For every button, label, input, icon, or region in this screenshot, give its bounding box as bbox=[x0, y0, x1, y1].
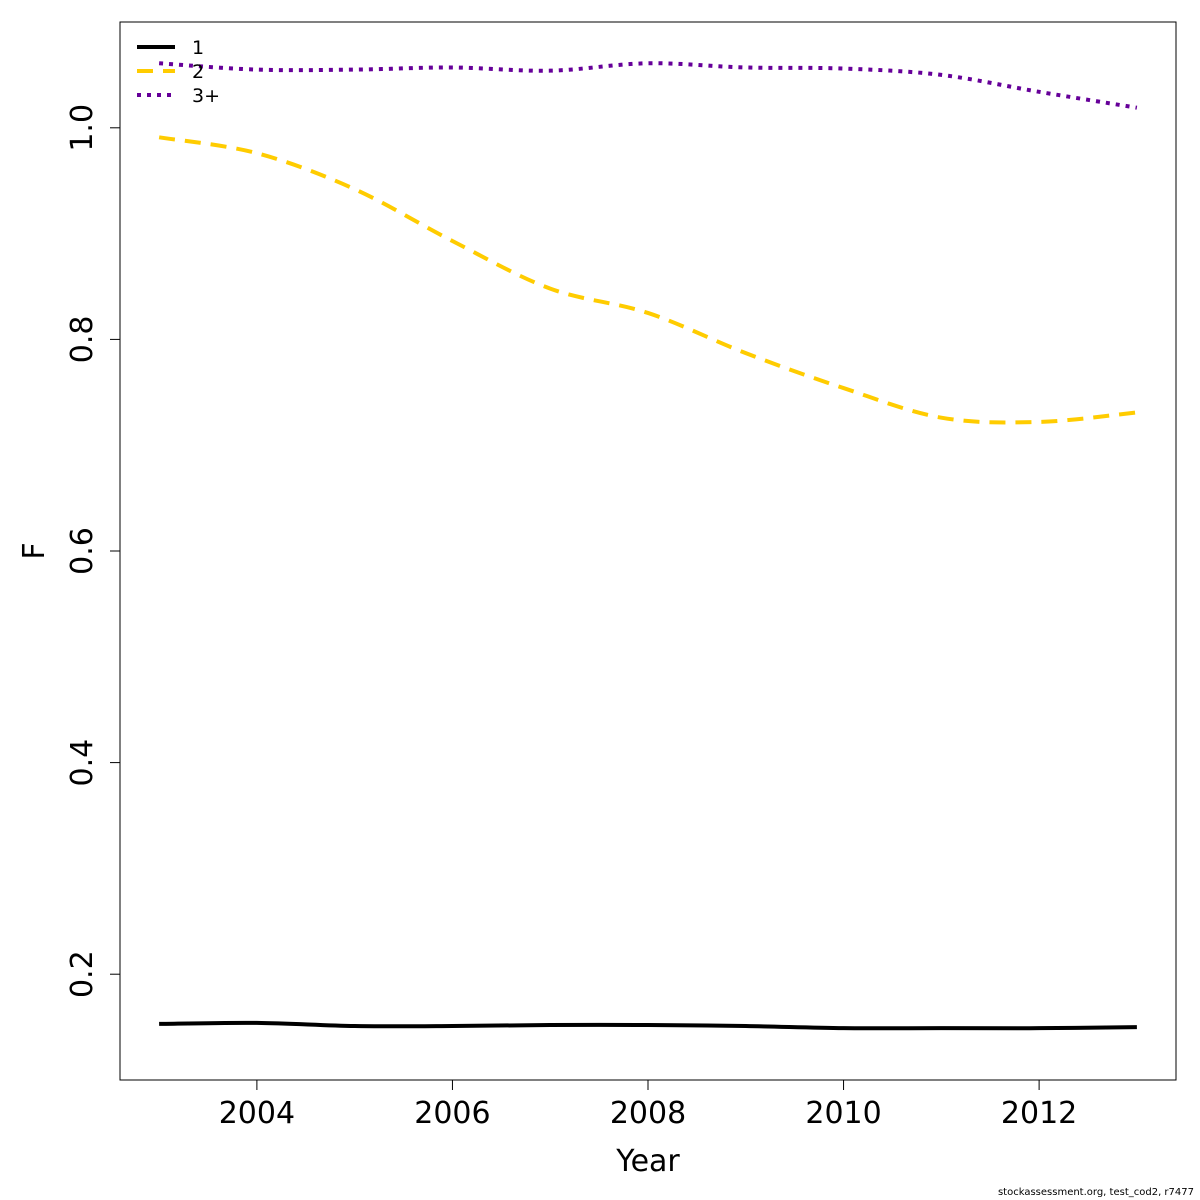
series-line-1 bbox=[159, 1020, 1137, 1031]
y-axis-title: F bbox=[17, 542, 52, 559]
x-tick-label-2006: 2006 bbox=[414, 1096, 490, 1131]
x-axis-title: Year bbox=[615, 1144, 680, 1179]
legend: 123+ bbox=[137, 37, 220, 107]
series-layer bbox=[158, 61, 1138, 1031]
plot-frame bbox=[119, 21, 1177, 1081]
y-axis: 0.2 0.4 0.6 0.8 1.0 bbox=[65, 104, 120, 998]
x-tick-label-2008: 2008 bbox=[610, 1096, 686, 1131]
y-tick-label-0.4: 0.4 bbox=[65, 739, 100, 787]
y-tick-label-0.6: 0.6 bbox=[65, 527, 100, 575]
x-axis: 2004 2006 2008 2010 2012 bbox=[219, 1080, 1077, 1131]
y-tick-label-0.2: 0.2 bbox=[65, 950, 100, 998]
x-tick-label-2012: 2012 bbox=[1001, 1096, 1077, 1131]
series-line-3 bbox=[158, 61, 1138, 110]
y-tick-label-0.8: 0.8 bbox=[65, 316, 100, 364]
legend-label-3: 3+ bbox=[192, 85, 220, 107]
x-tick-label-2004: 2004 bbox=[219, 1096, 295, 1131]
series-line-2 bbox=[158, 135, 1138, 425]
legend-label-1: 1 bbox=[192, 37, 204, 59]
x-tick-label-2010: 2010 bbox=[805, 1096, 881, 1131]
legend-label-2: 2 bbox=[192, 61, 204, 83]
footer-credit: stockassessment.org, test_cod2, r7477 bbox=[998, 1187, 1194, 1198]
y-tick-label-1.0: 1.0 bbox=[65, 104, 100, 152]
